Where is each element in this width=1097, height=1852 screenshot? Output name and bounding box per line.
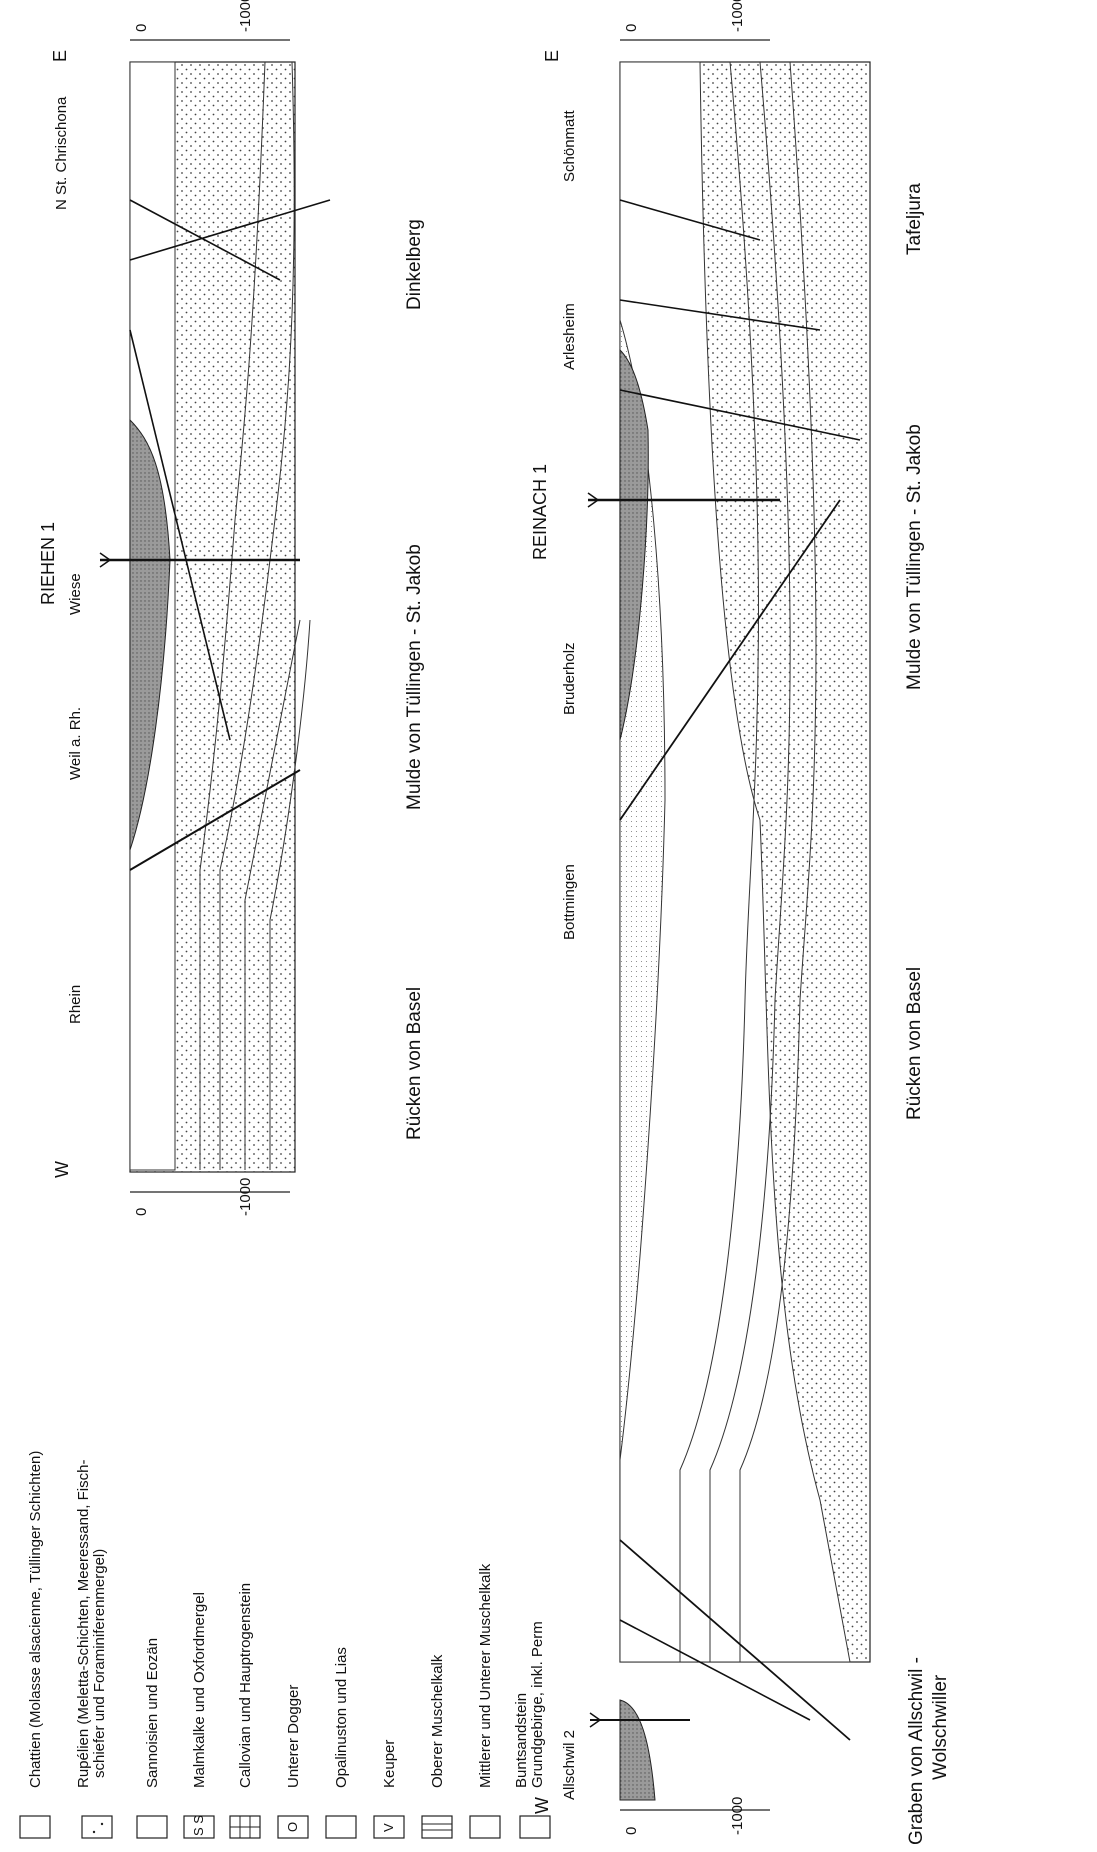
legend-item-rupelien: Rupélien (Meletta-Schichten, Meeressand,… [75,1460,113,1839]
legend-label: Opalinuston und Lias [333,1647,350,1788]
legend-label: Keuper [381,1740,398,1788]
circle-symbol-icon: O [285,1822,300,1832]
legend-label: Sannoisien und Eozän [144,1638,161,1788]
legend-item-unterer-dogger: O Unterer Dogger [277,1685,309,1839]
region-label: Mulde von Tüllingen - St. Jakob [404,544,425,810]
place-label: Allschwil 2 [561,1730,578,1800]
cross-section-riehen: E W N St. Chrischona Wiese Weil a. Rh. R… [38,0,425,1216]
depth-tick-label: 0 [133,1208,150,1216]
legend-item-chattien: Chattien (Molasse alsacienne, Tüllinger … [19,1451,51,1839]
legend: Chattien (Molasse alsacienne, Tüllinger … [19,1451,551,1839]
place-label: Weil a. Rh. [67,707,84,780]
depth-tick-label: -1000 [729,0,746,32]
legend-item-callovian: Callovian und Hauptrogenstein [229,1583,261,1839]
place-label: Rhein [67,985,84,1024]
region-label: Rücken von Basel [404,987,425,1140]
region-label: Dinkelberg [404,219,425,310]
legend-label-2: Grundgebirge, inkl. Perm [529,1621,546,1788]
place-label: N St. Chrischona [53,96,70,210]
region-label: Mulde von Tüllingen - St. Jakob [904,424,925,690]
depth-tick-label: -1000 [729,1797,746,1835]
place-label: Bottmingen [561,864,578,940]
legend-label: Buntsandstein [513,1693,530,1788]
depth-tick-label: 0 [623,24,640,32]
legend-label: Rupélien (Meletta-Schichten, Meeressand,… [75,1460,92,1788]
legend-item-mittlerer-muschelkalk: Mittlerer und Unterer Muschelkalk [469,1563,501,1839]
east-label: E [50,50,70,62]
legend-item-buntsandstein: Buntsandstein Grundgebirge, inkl. Perm [513,1621,551,1839]
s-symbol-icon: S S [191,1815,206,1836]
region-label: Rücken von Basel [904,967,925,1120]
place-label: Bruderholz [561,642,578,715]
v-symbol-icon: V [381,1823,396,1832]
legend-label: Chattien (Molasse alsacienne, Tüllinger … [27,1451,44,1788]
depth-tick-label: -1000 [237,0,254,32]
region-label: Wolschwiller [930,1674,951,1780]
legend-item-malm: S S Malmkalke und Oxfordmergel [183,1592,215,1839]
legend-label: Callovian und Hauptrogenstein [237,1583,254,1788]
legend-label: Mittlerer und Unterer Muschelkalk [477,1563,494,1788]
legend-item-keuper: V Keuper [373,1740,405,1839]
region-label: Tafeljura [904,183,925,255]
legend-label-2: schiefer und Foraminiferenmergel) [91,1549,108,1778]
well-label: REINACH 1 [530,464,550,560]
well-label: RIEHEN 1 [38,522,58,605]
east-label: E [542,50,562,62]
place-label: Wiese [67,573,84,615]
legend-item-sannoisien: Sannoisien und Eozän [136,1638,168,1839]
depth-tick-label: -1000 [237,1178,254,1216]
region-label: Graben von Allschwil - [906,1657,927,1845]
depth-tick-label: 0 [623,1827,640,1835]
depth-tick-label: 0 [133,24,150,32]
place-label: Schönmatt [561,109,578,182]
west-label: W [52,1161,72,1178]
place-label: Arlesheim [561,303,578,370]
legend-label: Unterer Dogger [285,1685,302,1788]
legend-label: Malmkalke und Oxfordmergel [191,1592,208,1788]
legend-label: Oberer Muschelkalk [429,1654,446,1788]
legend-item-oberer-muschelkalk: Oberer Muschelkalk [421,1654,453,1839]
cross-section-reinach: E W Schönmatt Arlesheim Bruderholz Bottm… [530,0,951,1845]
legend-item-opalinuston: Opalinuston und Lias [325,1647,357,1839]
west-label: W [532,1797,552,1814]
